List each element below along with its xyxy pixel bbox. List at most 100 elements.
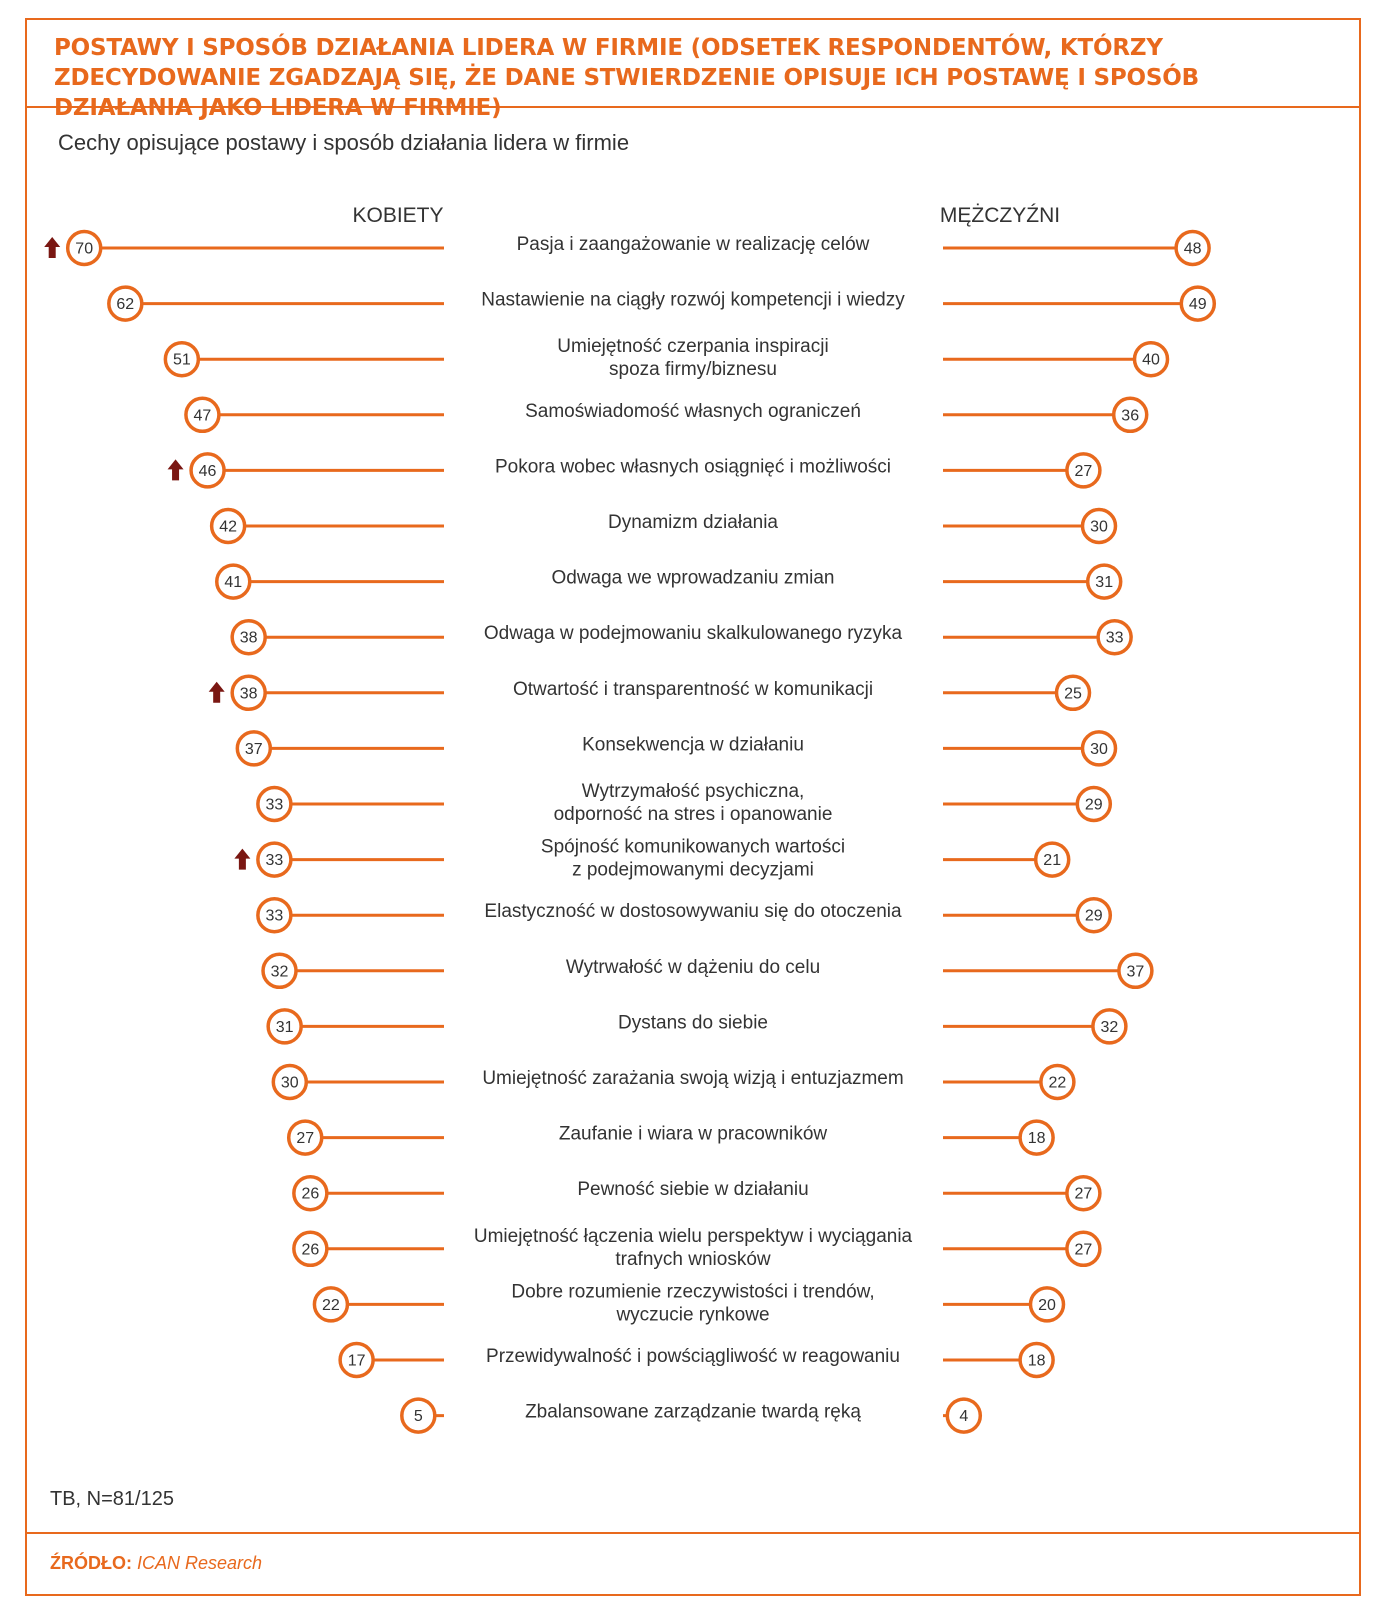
- women-marker: [312, 1286, 350, 1323]
- category-label-line: wyczucie rynkowe: [615, 1304, 769, 1325]
- women-value-label: 62: [116, 296, 134, 313]
- category-label-line: z podejmowanymi decyzjami: [572, 860, 814, 881]
- women-marker: [292, 1174, 329, 1212]
- women-value-label: 22: [322, 1297, 340, 1314]
- category-label: Wytrzymałość psychiczna, odporność na str…: [554, 781, 833, 825]
- category-label: Pokora wobec własnych osiągnięć i możliw…: [495, 456, 891, 477]
- category-label: Dystans do siebie: [618, 1012, 768, 1033]
- men-value-label: 31: [1095, 574, 1113, 591]
- men-value-label: 22: [1049, 1075, 1067, 1092]
- men-value-label: 18: [1028, 1353, 1046, 1370]
- women-value-label: 33: [265, 852, 283, 869]
- women-value-label: 26: [301, 1241, 319, 1258]
- category-label: Wytrwałość w dążeniu do celu: [566, 957, 820, 978]
- women-value-label: 46: [199, 463, 217, 480]
- category-label: Dobre rozumienie rzeczywistości i trendó…: [511, 1281, 874, 1325]
- men-value-label: 25: [1064, 685, 1082, 702]
- men-marker: [1080, 730, 1118, 767]
- women-value-label: 38: [240, 630, 258, 647]
- women-marker: [261, 952, 298, 990]
- category-label: Elastyczność w dostosowywaniu się do oto…: [484, 901, 902, 922]
- women-marker: [215, 563, 252, 600]
- women-marker: [189, 452, 226, 489]
- men-marker: [1033, 841, 1071, 878]
- left-series-label: KOBIETY: [352, 204, 443, 227]
- women-marker: [292, 1230, 329, 1268]
- men-value-label: 49: [1189, 296, 1207, 313]
- women-value-label: 5: [414, 1408, 423, 1425]
- men-value-label: 20: [1038, 1297, 1056, 1314]
- men-marker: [1132, 340, 1170, 378]
- men-marker: [1117, 952, 1154, 990]
- men-marker: [1065, 452, 1102, 489]
- men-marker: [1075, 896, 1113, 934]
- women-marker: [230, 674, 267, 712]
- men-marker: [1085, 563, 1123, 600]
- category-label-line: Umiejętność czerpania inspiracji: [557, 336, 828, 357]
- source-value: ICAN Research: [137, 1553, 263, 1573]
- women-value-label: 38: [240, 685, 258, 702]
- category-label: Dynamizm działania: [608, 512, 778, 533]
- women-marker: [338, 1341, 375, 1379]
- men-marker: [1075, 785, 1113, 823]
- category-label: Umiejętność łączenia wielu perspektyw i …: [474, 1226, 913, 1270]
- men-marker: [1054, 674, 1092, 712]
- women-value-label: 33: [265, 797, 283, 814]
- men-value-label: 29: [1085, 797, 1103, 814]
- men-value-label: 37: [1127, 963, 1145, 980]
- men-marker: [1028, 1286, 1066, 1323]
- title-box: POSTAWY I SPOSÓB DZIAŁANIA LIDERA W FIRM…: [25, 18, 1361, 121]
- category-label-line: Wytrzymałość psychiczna,: [582, 781, 805, 802]
- women-marker: [400, 1397, 437, 1434]
- women-value-label: 26: [301, 1186, 319, 1203]
- women-marker: [256, 785, 293, 823]
- men-value-label: 27: [1075, 1186, 1093, 1203]
- men-marker: [1179, 285, 1217, 322]
- category-label: Umiejętność zarażania swoją wizją i entu…: [482, 1068, 903, 1089]
- men-value-label: 30: [1090, 741, 1108, 758]
- category-label-line: trafnych wniosków: [615, 1249, 771, 1270]
- women-value-label: 47: [194, 407, 212, 424]
- category-label-line: odporność na stres i opanowanie: [554, 804, 833, 825]
- men-value-label: 40: [1142, 352, 1160, 369]
- women-marker: [266, 1008, 303, 1045]
- lollipop-chart: KOBIETY MĘŻCZYŹNI 70 48 Pasja i zaangażowa…: [44, 204, 1217, 1434]
- women-value-label: 33: [265, 908, 283, 925]
- men-value-label: 27: [1075, 463, 1093, 480]
- category-label: Zaufanie i wiara w pracowników: [559, 1124, 828, 1145]
- men-marker: [1080, 507, 1118, 545]
- source-text: ŹRÓDŁO: ICAN Research: [50, 1553, 262, 1574]
- category-label-line: Umiejętność łączenia wielu perspektyw i …: [474, 1226, 913, 1247]
- men-marker: [1091, 1008, 1128, 1045]
- men-marker: [1039, 1063, 1076, 1101]
- category-label-line: spoza firmy/biznesu: [609, 359, 777, 380]
- men-value-label: 30: [1090, 519, 1108, 536]
- men-value-label: 32: [1101, 1019, 1119, 1036]
- chart-rows: 70 48 Pasja i zaangażowanie w realizację c…: [44, 229, 1217, 1434]
- women-marker: [256, 841, 293, 878]
- women-value-label: 70: [75, 241, 93, 258]
- women-value-label: 27: [296, 1130, 314, 1147]
- women-marker: [209, 507, 247, 545]
- women-marker: [184, 396, 221, 434]
- men-value-label: 29: [1085, 908, 1103, 925]
- women-marker: [107, 285, 144, 322]
- source-label: ŹRÓDŁO:: [50, 1553, 132, 1573]
- men-marker: [1018, 1341, 1055, 1379]
- category-label: Pasja i zaangażowanie w realizację celów: [517, 234, 870, 255]
- category-label: Otwartość i transparentność w komunikacj…: [513, 679, 873, 700]
- category-label: Spójność komunikowanych wartości z podejm…: [541, 837, 845, 881]
- men-value-label: 18: [1028, 1130, 1046, 1147]
- women-marker: [256, 896, 293, 934]
- category-label: Zbalansowane zarządzanie twardą ręką: [525, 1402, 861, 1423]
- category-label: Samoświadomość własnych ograniczeń: [525, 401, 861, 422]
- men-marker: [1174, 229, 1211, 267]
- category-label: Umiejętność czerpania inspiracji spoza fi…: [557, 336, 828, 380]
- men-marker: [945, 1397, 983, 1434]
- men-marker: [1065, 1174, 1102, 1212]
- women-value-label: 42: [219, 519, 237, 536]
- women-value-label: 17: [348, 1353, 366, 1370]
- women-value-label: 41: [224, 574, 242, 591]
- men-marker: [1065, 1230, 1102, 1268]
- source-divider: [25, 1532, 1361, 1534]
